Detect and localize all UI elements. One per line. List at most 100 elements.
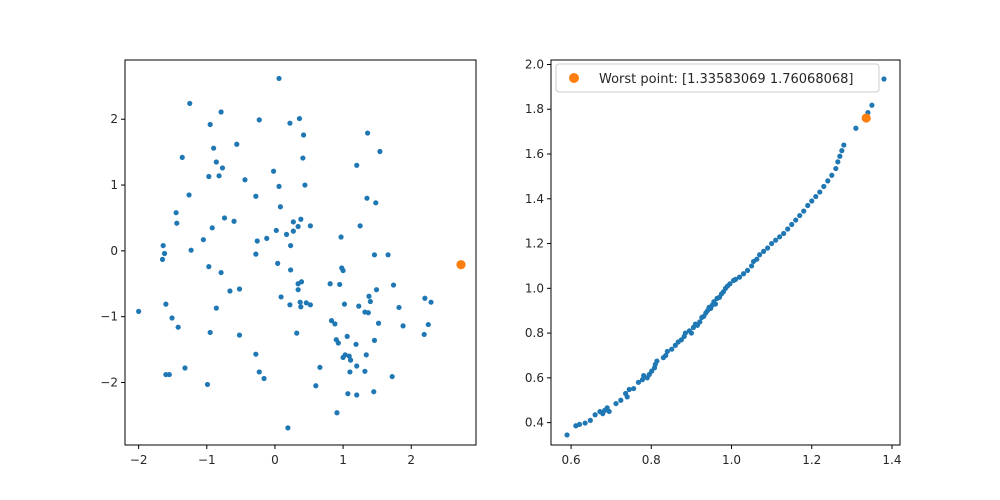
left-data-point <box>206 264 212 270</box>
left-data-point <box>200 237 206 243</box>
right-x-tick-label: 1.4 <box>882 453 901 467</box>
left-data-point <box>290 219 296 225</box>
legend: Worst point: [1.33583069 1.76068068] <box>555 63 880 93</box>
left-data-point <box>277 204 283 210</box>
left-data-point <box>341 301 348 307</box>
left-data-point <box>371 252 378 258</box>
right-data-point <box>761 248 767 254</box>
left-x-tick-label: 2 <box>407 453 415 467</box>
left-data-point <box>256 369 262 375</box>
left-data-point <box>298 304 304 310</box>
left-x-tick-label: 0 <box>271 453 279 467</box>
left-data-point <box>163 371 169 378</box>
right-y-tick-label: 0.4 <box>525 416 544 430</box>
right-y-tick-label: 1.4 <box>525 192 544 206</box>
right-data-point <box>793 217 799 223</box>
left-data-point <box>335 340 341 346</box>
left-y-tick-label: 0 <box>110 244 118 258</box>
right-data-point <box>837 153 843 159</box>
right-data-point <box>576 421 583 428</box>
right-data-point <box>592 412 598 418</box>
left-data-point <box>270 168 277 174</box>
left-data-point <box>303 300 309 306</box>
left-data-point <box>285 425 291 431</box>
right-data-point <box>829 172 835 178</box>
left-axes-frame <box>124 59 477 446</box>
left-data-point <box>182 365 188 371</box>
right-data-point <box>797 212 803 219</box>
left-data-point <box>332 321 338 327</box>
right-scatter-plot: 0.6 0.8 1.0 1.2 1.4 0.4 0.6 0.8 1.0 1.2 1.4 1.6 1.8 2… <box>525 57 902 467</box>
left-data-point <box>256 117 262 123</box>
right-data-point <box>624 394 630 400</box>
left-data-point <box>375 320 382 326</box>
right-data-point <box>697 319 703 325</box>
left-data-point <box>421 331 427 338</box>
right-y-tick-label: 1.6 <box>525 147 544 161</box>
left-data-point <box>173 210 179 216</box>
left-x-tick-label: 1 <box>339 453 347 467</box>
left-data-point <box>264 235 270 241</box>
left-data-point <box>366 293 372 299</box>
left-data-point <box>347 369 353 375</box>
right-data-point <box>825 178 831 184</box>
left-data-point <box>254 238 260 244</box>
right-data-point <box>754 256 760 262</box>
left-data-point <box>174 220 180 226</box>
left-data-point <box>295 287 301 293</box>
left-data-point <box>313 383 319 389</box>
right-data-point <box>756 252 763 258</box>
left-data-point <box>231 218 237 224</box>
right-data-point <box>736 274 743 280</box>
right-data-point <box>626 386 632 393</box>
right-data-point <box>781 230 787 237</box>
left-data-point <box>346 353 352 359</box>
right-worst-point <box>861 113 871 123</box>
left-data-point <box>218 109 224 115</box>
left-data-point <box>396 304 402 311</box>
left-data-point <box>345 391 351 397</box>
left-data-point <box>367 298 373 305</box>
left-data-point <box>161 250 168 257</box>
right-x-tick-label: 0.8 <box>642 453 661 467</box>
left-data-point <box>328 318 335 324</box>
right-x-tick-label: 0.6 <box>562 453 581 467</box>
right-data-point <box>821 183 827 190</box>
right-data-point <box>582 420 588 426</box>
left-data-point <box>297 299 303 305</box>
left-data-point <box>371 337 378 343</box>
right-data-point <box>613 400 619 407</box>
left-data-point <box>136 308 142 315</box>
left-data-point <box>302 182 308 188</box>
left-data-point <box>219 165 226 171</box>
left-data-point <box>300 155 306 161</box>
left-data-point <box>287 120 293 126</box>
left-data-point <box>354 363 360 369</box>
left-data-point <box>307 302 313 308</box>
left-data-point <box>357 223 363 229</box>
left-data-point <box>422 295 428 301</box>
left-data-point <box>317 364 323 370</box>
right-data-point <box>740 271 747 277</box>
right-data-point <box>789 221 795 228</box>
right-data-point <box>618 397 624 403</box>
legend-box <box>555 63 880 93</box>
left-data-point <box>175 324 181 330</box>
right-data-point <box>777 234 783 240</box>
left-data-point <box>213 159 219 165</box>
right-data-point <box>663 352 669 359</box>
left-data-point <box>227 288 233 294</box>
left-data-point <box>207 121 213 128</box>
left-data-point <box>356 303 362 309</box>
right-data-point <box>785 226 791 232</box>
left-data-point <box>253 251 259 257</box>
right-data-point <box>712 301 719 307</box>
left-data-point <box>364 195 370 201</box>
right-x-tick-label: 1.2 <box>802 453 821 467</box>
left-data-point <box>186 192 192 198</box>
left-data-point <box>340 354 346 361</box>
right-data-point <box>727 281 733 287</box>
left-data-point <box>242 177 248 183</box>
left-data-point <box>400 323 406 329</box>
